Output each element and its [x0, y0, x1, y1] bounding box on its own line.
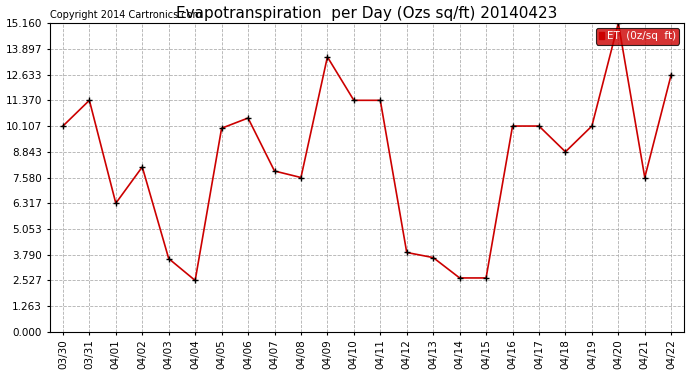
Title: Evapotranspiration  per Day (Ozs sq/ft) 20140423: Evapotranspiration per Day (Ozs sq/ft) 2…: [177, 6, 558, 21]
Text: Copyright 2014 Cartronics.com: Copyright 2014 Cartronics.com: [50, 10, 201, 20]
Legend: ET  (0z/sq  ft): ET (0z/sq ft): [595, 28, 679, 45]
